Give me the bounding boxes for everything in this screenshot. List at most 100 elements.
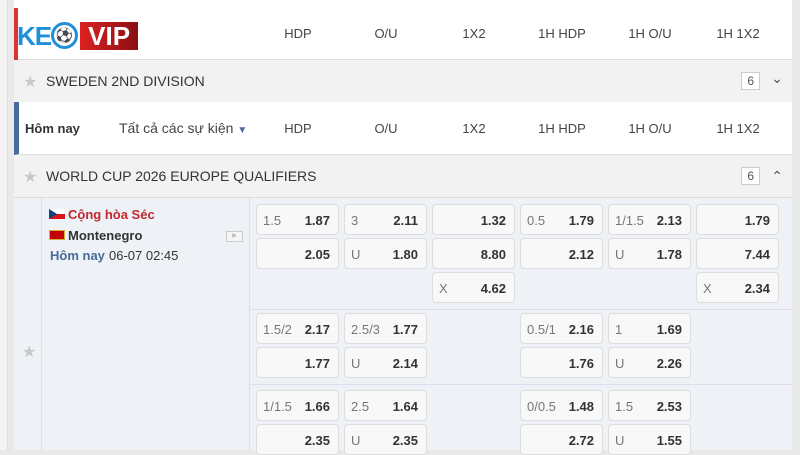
odds-cell[interactable]: 7.44 (696, 238, 779, 269)
odds-cell[interactable]: 2.12 (520, 238, 603, 269)
montenegro-flag-icon (49, 230, 65, 240)
odds-line: X (703, 281, 712, 296)
match-count-badge: 6 (741, 167, 760, 185)
odds-price: 2.35 (392, 433, 418, 448)
odds-price: 1.87 (304, 213, 330, 228)
match-info: Cộng hòa Séc Montenegro Hôm nay 06-07 02… (42, 198, 250, 450)
odds-cell[interactable]: 1.5 2.53 (608, 390, 691, 421)
odds-cell[interactable]: 0/0.5 1.48 (520, 390, 603, 421)
odds-cell[interactable]: U 1.78 (608, 238, 691, 269)
league-row-sweden[interactable]: ★ SWEDEN 2ND DIVISION 6 ⌄ (14, 60, 792, 103)
odds-price: 1.55 (656, 433, 682, 448)
odds-price: 2.34 (744, 281, 770, 296)
star-icon[interactable]: ★ (23, 169, 38, 186)
odds-line: 0.5/1 (527, 322, 556, 337)
divider (250, 384, 792, 385)
odds-cell[interactable]: 0.5 1.79 (520, 204, 603, 235)
odds-cell[interactable]: 1.76 (520, 347, 603, 378)
odds-price: 2.11 (393, 213, 418, 228)
match-day: Hôm nay (50, 248, 105, 263)
soccer-ball-icon: ⚽ (51, 22, 79, 49)
chevron-up-icon[interactable]: ⌃ (771, 168, 783, 184)
odds-cell[interactable]: 2.5/3 1.77 (344, 313, 427, 344)
caret-down-icon: ▼ (237, 125, 248, 136)
odds-cell[interactable]: 1 1.69 (608, 313, 691, 344)
odds-line: 0/0.5 (527, 399, 556, 414)
all-events-dropdown[interactable]: Tất cả các sự kiện ▼ (119, 120, 247, 136)
odds-cell[interactable]: 1.5 1.87 (256, 204, 339, 235)
odds-price: 8.80 (480, 247, 506, 262)
odds-price: 7.44 (744, 247, 770, 262)
odds-line: U (615, 356, 625, 371)
odds-cell[interactable]: U 2.35 (344, 424, 427, 455)
top-header (14, 0, 792, 60)
odds-cell[interactable]: 3 2.11 (344, 204, 427, 235)
odds-cell[interactable]: U 1.55 (608, 424, 691, 455)
odds-line: 2.5/3 (351, 322, 380, 337)
column-header: HDP (284, 121, 312, 136)
logo[interactable]: KE ⚽ VIP (15, 22, 187, 50)
star-icon[interactable]: ★ (22, 344, 37, 361)
odds-line: 1/1.5 (615, 213, 644, 228)
favorite-column: ★ (14, 198, 42, 450)
odds-price: 2.13 (656, 213, 682, 228)
odds-price: 1.79 (744, 213, 770, 228)
odds-price: 2.16 (568, 322, 594, 337)
odds-line: U (615, 247, 625, 262)
home-team[interactable]: Cộng hòa Séc (68, 207, 155, 222)
odds-cell[interactable]: 1.79 (696, 204, 779, 235)
odds-cell[interactable]: 0.5/1 2.16 (520, 313, 603, 344)
league-name: WORLD CUP 2026 EUROPE QUALIFIERS (46, 168, 317, 184)
odds-price: 1.77 (304, 356, 330, 371)
left-gutter (0, 0, 8, 450)
column-header: HDP (284, 26, 312, 41)
today-tab[interactable]: Hôm nay (25, 121, 80, 136)
league-row-wc-qualifiers[interactable]: ★ WORLD CUP 2026 EUROPE QUALIFIERS 6 ⌃ (14, 155, 792, 198)
odds-line: 1/1.5 (263, 399, 292, 414)
odds-price: 2.35 (304, 433, 330, 448)
odds-cell[interactable]: 2.05 (256, 238, 339, 269)
match-count-badge: 6 (741, 72, 760, 90)
odds-price: 1.76 (568, 356, 594, 371)
odds-cell[interactable]: 1/1.5 1.66 (256, 390, 339, 421)
odds-price: 1.78 (656, 247, 682, 262)
odds-line: X (439, 281, 448, 296)
column-header: O/U (374, 121, 398, 136)
odds-price: 2.14 (392, 356, 418, 371)
odds-cell[interactable]: 1.77 (256, 347, 339, 378)
odds-cell[interactable]: X 4.62 (432, 272, 515, 303)
odds-price: 1.79 (568, 213, 594, 228)
dropdown-label: Tất cả các sự kiện (119, 120, 234, 136)
odds-line: 1.5 (263, 213, 282, 228)
odds-cell[interactable]: 2.5 1.64 (344, 390, 427, 421)
odds-cell[interactable]: U 2.14 (344, 347, 427, 378)
odds-cell[interactable]: 2.72 (520, 424, 603, 455)
odds-cell[interactable]: 1.5/2 2.17 (256, 313, 339, 344)
odds-cell[interactable]: U 2.26 (608, 347, 691, 378)
odds-line: 1.5 (615, 399, 634, 414)
odds-line: U (351, 356, 361, 371)
column-header: O/U (374, 26, 398, 41)
odds-price: 1.77 (392, 322, 418, 337)
live-stream-icon[interactable]: ▶ (226, 231, 243, 242)
column-header: 1X2 (462, 121, 486, 136)
away-team[interactable]: Montenegro (68, 228, 143, 243)
odds-line: 1 (615, 322, 623, 337)
odds-cell[interactable]: 1/1.5 2.13 (608, 204, 691, 235)
odds-line: U (615, 433, 625, 448)
odds-cell[interactable]: 8.80 (432, 238, 515, 269)
odds-price: 1.64 (392, 399, 418, 414)
odds-price: 2.17 (304, 322, 330, 337)
odds-cell[interactable]: X 2.34 (696, 272, 779, 303)
chevron-down-icon[interactable]: ⌄ (771, 70, 783, 86)
odds-line: U (351, 247, 361, 262)
odds-cell[interactable]: U 1.80 (344, 238, 427, 269)
star-icon[interactable]: ★ (23, 74, 38, 91)
odds-cell[interactable]: 1.32 (432, 204, 515, 235)
odds-price: 2.12 (568, 247, 594, 262)
odds-cell[interactable]: 2.35 (256, 424, 339, 455)
odds-price: 4.62 (480, 281, 506, 296)
odds-price: 1.80 (392, 247, 418, 262)
column-header: 1H 1X2 (716, 26, 760, 41)
odds-price: 2.26 (656, 356, 682, 371)
